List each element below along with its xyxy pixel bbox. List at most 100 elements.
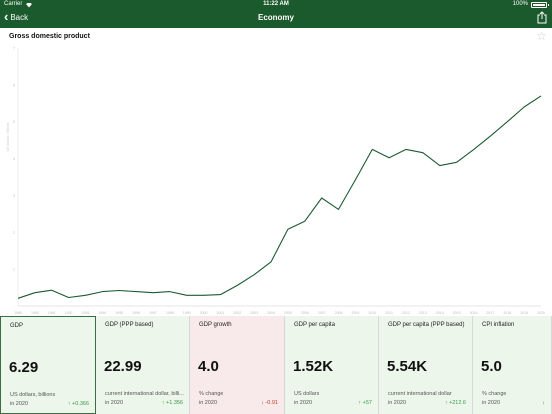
- x-tick-label: 2019: [520, 311, 528, 315]
- battery-icon: [531, 2, 549, 8]
- arrow-up-icon: ↑: [161, 400, 167, 406]
- x-tick-label: 2016: [470, 311, 478, 315]
- card-change: ↑ +1.356: [162, 400, 183, 406]
- card-year: in 2020: [199, 400, 218, 406]
- card-unit: current international dollar, billi...: [105, 391, 184, 397]
- card-value: 5.54K: [387, 358, 428, 375]
- y-tick-label: 3: [13, 194, 15, 198]
- y-tick-label: 2: [13, 231, 15, 235]
- x-tick-label: 2014: [436, 311, 444, 315]
- carrier-label: Carrier: [4, 1, 23, 7]
- card-change: ↓ -0.91: [261, 400, 278, 406]
- y-tick-label: 1: [13, 268, 15, 272]
- navigation-bar: ‹ Back Economy: [0, 9, 552, 28]
- arrow-up-icon: ↑: [67, 401, 73, 407]
- page-title: Economy: [257, 13, 294, 22]
- gdp-line-chart: 1 2 3 4 5 6 7 US dollars, trillions 1989 1990 1991…: [6, 47, 545, 316]
- x-tick-label: 1991: [48, 311, 56, 315]
- card-unit: % change: [482, 391, 507, 397]
- indicator-card[interactable]: GDP 6.29 US dollars, billions in 2020 ↑ +0.3…: [0, 316, 96, 414]
- star-icon[interactable]: ☆: [536, 29, 547, 43]
- card-value: 6.29: [9, 359, 39, 376]
- x-tick-label: 2003: [250, 311, 258, 315]
- x-tick-label: 2004: [267, 311, 275, 315]
- indicator-cards: GDP 6.29 US dollars, billions in 2020 ↑ +0.3…: [0, 316, 552, 414]
- y-tick-label: 4: [13, 157, 15, 161]
- back-label: Back: [10, 12, 29, 22]
- y-tick-label: 5: [13, 120, 15, 124]
- card-change-value: -0.91: [265, 400, 278, 406]
- x-tick-label: 2020: [537, 311, 545, 315]
- indicator-card[interactable]: GDP growth 4.0 % change in 2020 ↓ -0.91: [190, 316, 285, 414]
- x-tick-label: 1997: [149, 311, 157, 315]
- x-tick-label: 2009: [352, 311, 360, 315]
- x-tick-label: 2017: [486, 311, 494, 315]
- status-bar: Carrier 11:22 AM 100%: [0, 0, 552, 9]
- card-label: GDP: [10, 323, 24, 329]
- indicator-card[interactable]: GDP (PPP based) 22.99 current internationa…: [96, 316, 190, 414]
- share-icon[interactable]: [537, 11, 547, 24]
- card-label: GDP per capita (PPP based): [388, 322, 465, 328]
- x-tick-label: 2006: [301, 311, 309, 315]
- battery-percent: 100%: [512, 1, 528, 7]
- x-tick-label: 1996: [132, 311, 140, 315]
- x-tick-label: 2015: [453, 311, 461, 315]
- card-change: ↓: [542, 400, 545, 406]
- card-unit: US dollars, billions: [10, 392, 56, 398]
- card-year: in 2020: [105, 400, 124, 406]
- card-change-value: +57: [362, 400, 372, 406]
- arrow-down-icon: ↓: [261, 400, 266, 406]
- indicator-card[interactable]: GDP per capita (PPP based) 5.54K current i…: [379, 316, 473, 414]
- x-tick-label: 2008: [335, 311, 343, 315]
- x-tick-label: 2010: [368, 311, 376, 315]
- arrow-up-icon: ↑: [444, 400, 450, 406]
- y-axis-label: US dollars, trillions: [6, 122, 10, 151]
- indicator-card[interactable]: GDP per capita 1.52K US dollars in 2020 ↑ +5…: [285, 316, 379, 414]
- card-label: GDP growth: [199, 322, 232, 328]
- x-tick-label: 2012: [402, 311, 410, 315]
- x-tick-label: 2002: [233, 311, 241, 315]
- x-tick-label: 1990: [31, 311, 39, 315]
- card-year: in 2020: [482, 400, 501, 406]
- x-tick-label: 1989: [14, 311, 22, 315]
- card-value: 5.0: [481, 358, 502, 375]
- card-label: CPI inflation: [482, 322, 515, 328]
- card-year: in 2020: [294, 400, 313, 406]
- gdp-series-line: [17, 95, 542, 299]
- back-button[interactable]: ‹ Back: [4, 9, 29, 24]
- arrow-up-icon: ↑: [358, 400, 363, 406]
- chevron-left-icon: ‹: [4, 9, 9, 24]
- card-change-value: +0.366: [72, 401, 89, 407]
- y-tick-label: 6: [13, 83, 15, 87]
- card-change-value: +212.6: [449, 400, 466, 406]
- indicator-card[interactable]: CPI inflation 5.0 % change in 2020 ↓: [473, 316, 552, 414]
- card-unit: current international dollar: [388, 391, 452, 397]
- x-tick-label: 1993: [82, 311, 90, 315]
- x-tick-label: 2005: [284, 311, 292, 315]
- clock: 11:22 AM: [263, 1, 289, 7]
- card-label: GDP per capita: [294, 322, 335, 328]
- chart-title: Gross domestic product: [9, 33, 90, 40]
- card-label: GDP (PPP based): [105, 322, 154, 328]
- card-unit: % change: [199, 391, 224, 397]
- x-tick-label: 2000: [200, 311, 208, 315]
- x-tick-label: 2013: [419, 311, 427, 315]
- x-tick-label: 1999: [183, 311, 191, 315]
- chart-panel: 1 2 3 4 5 6 7 US dollars, trillions 1989 1990 1991…: [0, 28, 552, 316]
- card-value: 1.52K: [293, 358, 334, 375]
- x-tick-label: 2018: [503, 311, 511, 315]
- card-value: 22.99: [104, 358, 142, 375]
- wifi-icon: [26, 2, 32, 8]
- arrow-down-icon: ↓: [542, 400, 545, 406]
- x-tick-label: 1998: [166, 311, 174, 315]
- x-tick-label: 2001: [217, 311, 225, 315]
- card-change: ↑ +0.366: [68, 401, 89, 407]
- x-tick-label: 2007: [318, 311, 326, 315]
- y-tick-label: 7: [13, 47, 15, 51]
- card-unit: US dollars: [294, 391, 320, 397]
- card-year: in 2020: [388, 400, 407, 406]
- card-change: ↑ +212.6: [445, 400, 466, 406]
- x-tick-label: 1995: [115, 311, 123, 315]
- x-tick-label: 1992: [65, 311, 73, 315]
- card-value: 4.0: [198, 358, 219, 375]
